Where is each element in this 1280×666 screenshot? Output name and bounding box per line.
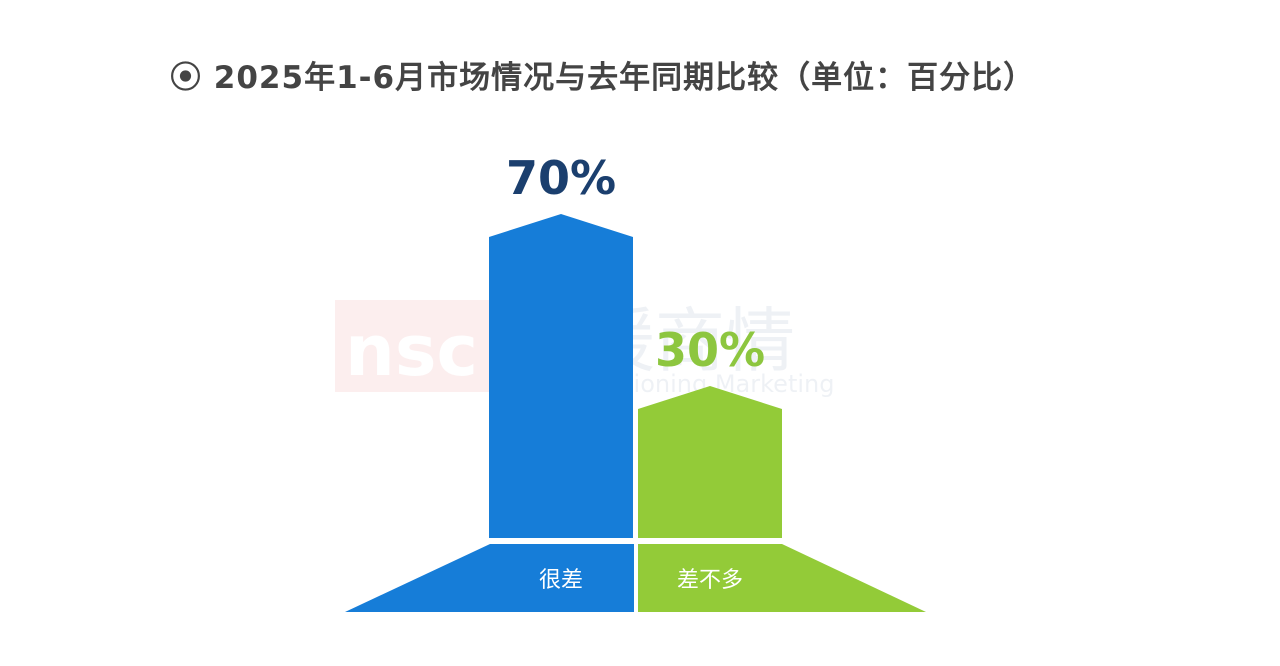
category-label: 差不多 [677, 568, 743, 593]
data-label: 70% [506, 151, 616, 205]
base-segment-1 [638, 544, 926, 612]
category-label: 很差 [539, 568, 583, 593]
bar-很差 [489, 214, 633, 538]
chart-title: ⦿ 2025年1-6月市场情况与去年同期比较（单位：百分比） [170, 60, 1036, 96]
bar-差不多 [638, 386, 782, 538]
watermark-logo: nsc [345, 310, 478, 392]
base-segment-0 [345, 544, 634, 612]
data-label: 30% [655, 323, 765, 377]
